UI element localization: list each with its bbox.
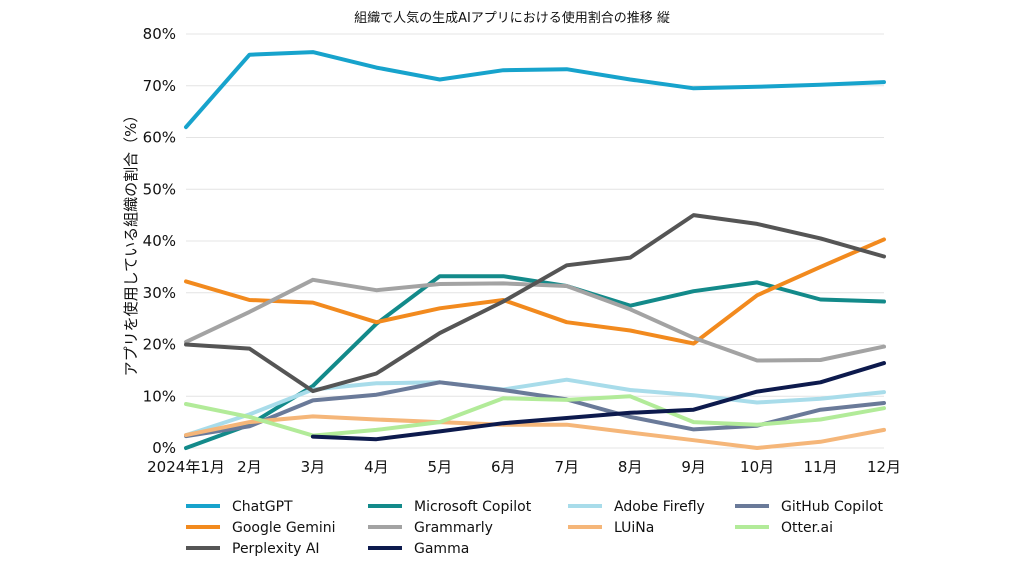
chart-title: 組織で人気の生成AIアプリにおける使用割合の推移 縦 [354,10,670,26]
legend-label-gamma: Gamma [414,541,469,557]
y-tick-label: 10% [143,387,176,405]
legend-label-luina: LUiNa [614,520,654,536]
x-tick-label: 4月 [364,458,389,476]
y-tick-label: 80% [143,25,176,43]
series-lines [184,50,886,450]
y-axis-label: アプリを使用している組織の割合（%） [122,108,140,377]
y-tick-label: 30% [143,284,176,302]
series-line-perplexity-ai [184,213,886,394]
x-tick-label: 2024年1月 [147,458,225,476]
gridlines [186,33,884,449]
series-line-gamma [310,361,886,442]
y-tick-labels: 0% 10% 20% 30% 40% 50% 60% 70% 80% [143,25,176,457]
legend-label-chatgpt: ChatGPT [232,499,293,515]
series-line-adobe-firefly [184,377,886,438]
legend-label-grammarly: Grammarly [414,520,493,536]
series-line-chatgpt [184,50,886,130]
x-tick-label: 8月 [618,458,643,476]
legend-label-perplexity-ai: Perplexity AI [232,541,320,557]
x-tick-label: 9月 [681,458,706,476]
legend-label-github-copilot: GitHub Copilot [781,499,884,515]
x-tick-label: 6月 [491,458,516,476]
y-tick-label: 20% [143,336,176,354]
legend-label-adobe-firefly: Adobe Firefly [614,499,705,515]
series-line-otter-ai [184,394,886,438]
legend: ChatGPT Microsoft Copilot Adobe Firefly Git… [186,499,884,557]
series-line-grammarly [184,277,886,363]
y-tick-label: 60% [143,129,176,147]
x-tick-label: 5月 [428,458,453,476]
x-tick-label: 3月 [301,458,326,476]
y-tick-label: 50% [143,180,176,198]
series-line-google-gemini [184,237,886,346]
x-tick-label: 2月 [237,458,262,476]
y-tick-label: 0% [152,439,176,457]
series-line-luina [184,414,886,450]
x-tick-labels: 2024年1月 2月 3月 4月 5月 6月 7月 8月 9月 10月 11月 12月 [147,458,901,476]
legend-label-otter-ai: Otter.ai [781,520,833,536]
x-tick-label: 10月 [740,458,774,476]
x-tick-label: 12月 [867,458,901,476]
y-tick-label: 40% [143,232,176,250]
legend-label-google-gemini: Google Gemini [232,520,336,536]
legend-label-microsoft-copilot: Microsoft Copilot [414,499,532,515]
x-tick-label: 11月 [803,458,837,476]
y-tick-label: 70% [143,77,176,95]
x-tick-label: 7月 [554,458,579,476]
